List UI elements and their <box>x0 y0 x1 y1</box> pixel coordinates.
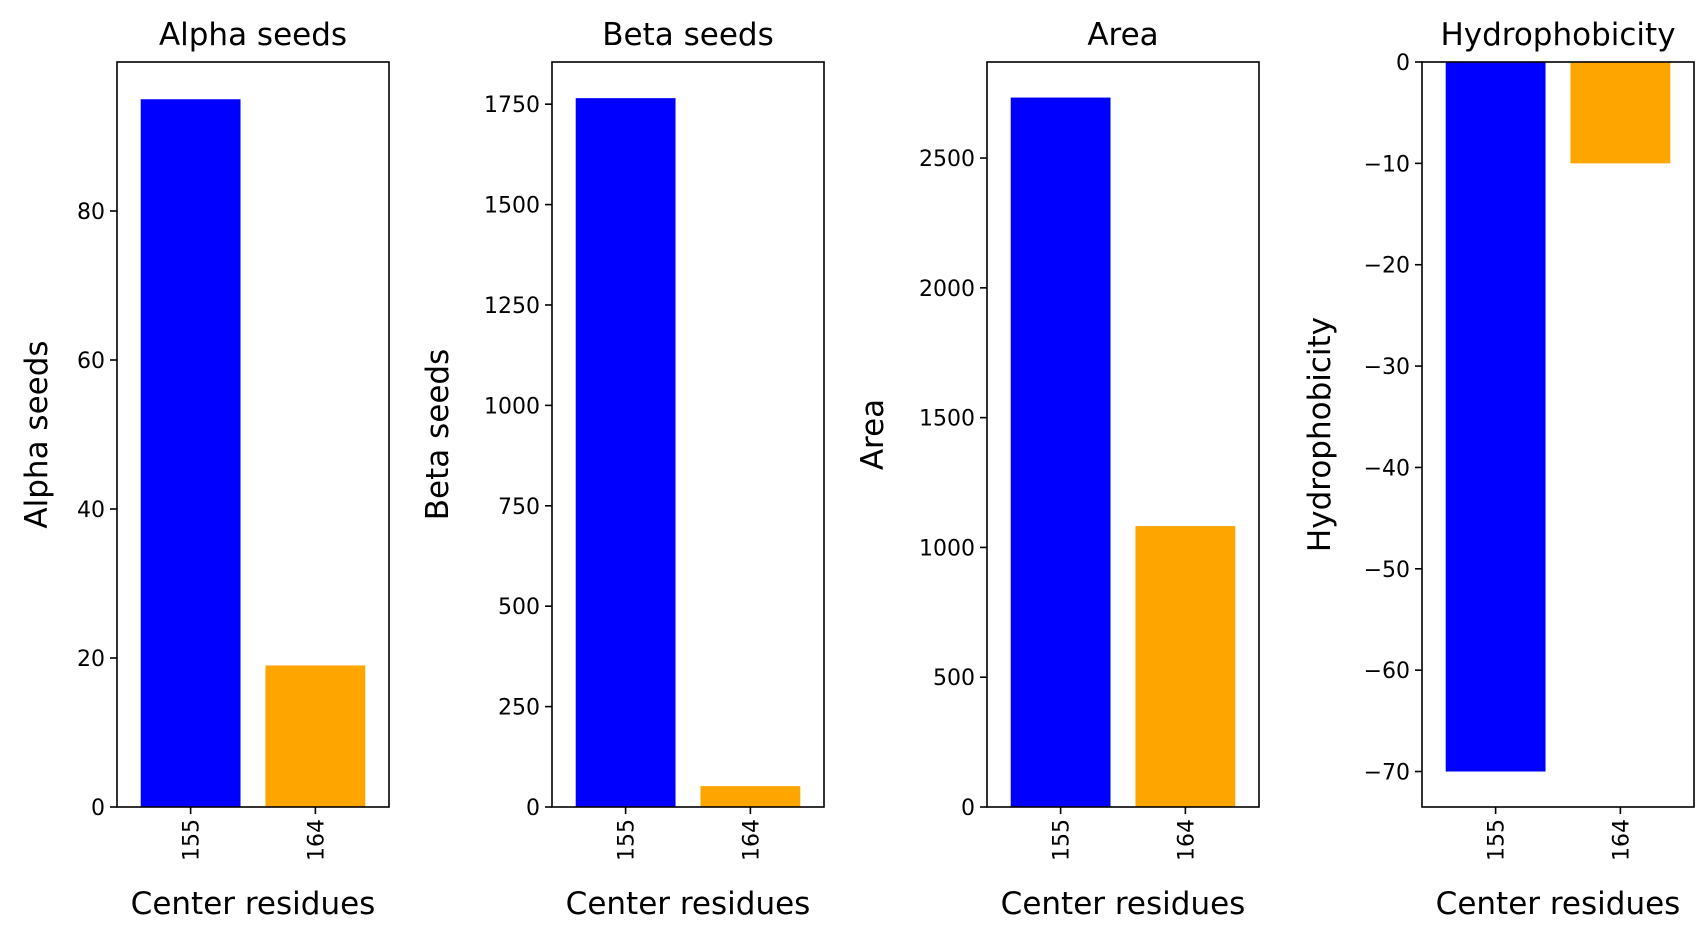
y-tick-label: −50 <box>1364 558 1410 583</box>
x-tick-label: 155 <box>615 819 640 861</box>
panel-title: Hydrophobicity <box>1440 17 1675 53</box>
panel-title: Beta seeds <box>602 17 773 53</box>
y-tick-label: 500 <box>498 595 540 620</box>
y-tick-label: 40 <box>77 498 105 523</box>
y-tick-label: 0 <box>961 796 975 821</box>
y-tick-label: 1500 <box>919 407 975 432</box>
bar-155 <box>1445 62 1546 772</box>
bar-155 <box>1010 97 1111 807</box>
y-tick-label: 1000 <box>484 394 540 419</box>
y-tick-label: 2500 <box>919 147 975 172</box>
y-tick-label: 1250 <box>484 294 540 319</box>
y-tick-label: 1750 <box>484 93 540 118</box>
y-tick-label: −60 <box>1364 659 1410 684</box>
panel-beta-seeds: 0 250 500 750 1000 1250 1500 1750 155 164 Beta see… <box>420 17 825 922</box>
panel-title: Alpha seeds <box>159 17 347 53</box>
y-axis-label: Area <box>855 399 891 470</box>
x-tick-label: 155 <box>1050 819 1075 861</box>
axes-frame <box>1421 61 1695 808</box>
y-tick-label: 60 <box>77 349 105 374</box>
y-tick-label: 750 <box>498 495 540 520</box>
x-axis-label: Center residues <box>1001 886 1246 922</box>
x-axis-label: Center residues <box>131 886 376 922</box>
panel-area: 0 500 1000 1500 2000 2500 155 164 Area Area Center… <box>855 17 1260 922</box>
y-tick-label: −30 <box>1364 355 1410 380</box>
y-tick-label: 1000 <box>919 536 975 561</box>
axes-frame <box>116 61 390 808</box>
y-tick-label: 80 <box>77 200 105 225</box>
y-tick-label: −40 <box>1364 456 1410 481</box>
y-axis-label: Beta seeds <box>420 349 456 520</box>
y-tick-label: 250 <box>498 696 540 721</box>
x-tick-label: 164 <box>1174 819 1199 861</box>
bar-164 <box>1570 62 1671 164</box>
y-tick-label: 20 <box>77 647 105 672</box>
y-tick-label: 0 <box>91 796 105 821</box>
y-tick-label: 0 <box>1396 51 1410 76</box>
y-tick-label: −70 <box>1364 761 1410 786</box>
x-tick-label: 164 <box>739 819 764 861</box>
bar-164 <box>700 786 801 807</box>
x-axis-label: Center residues <box>566 886 811 922</box>
bar-164 <box>265 665 366 807</box>
x-tick-label: 155 <box>180 819 205 861</box>
y-tick-label: 1500 <box>484 194 540 219</box>
panel-title: Area <box>1087 17 1158 53</box>
y-tick-label: 2000 <box>919 277 975 302</box>
x-tick-label: 155 <box>1485 819 1510 861</box>
y-tick-label: −10 <box>1364 152 1410 177</box>
x-tick-label: 164 <box>304 819 329 861</box>
y-tick-label: 0 <box>526 796 540 821</box>
panel-alpha-seeds: 0 20 40 60 80 155 164 Alpha seeds Alpha seeds Cen… <box>19 17 390 922</box>
y-axis-label: Hydrophobicity <box>1302 317 1338 552</box>
y-tick-label: −20 <box>1364 254 1410 279</box>
x-axis-label: Center residues <box>1436 886 1681 922</box>
y-tick-label: 500 <box>933 666 975 691</box>
x-tick-label: 164 <box>1609 819 1634 861</box>
bar-155 <box>575 98 676 807</box>
panel-hydrophobicity: 0 −10 −20 −30 −40 −50 −60 −70 155 164 Hydrophobici… <box>1302 17 1695 922</box>
y-axis-label: Alpha seeds <box>19 340 55 528</box>
bar-164 <box>1135 526 1236 807</box>
axes-frame <box>986 61 1260 808</box>
bar-155 <box>140 99 241 807</box>
axes-frame <box>551 61 825 808</box>
